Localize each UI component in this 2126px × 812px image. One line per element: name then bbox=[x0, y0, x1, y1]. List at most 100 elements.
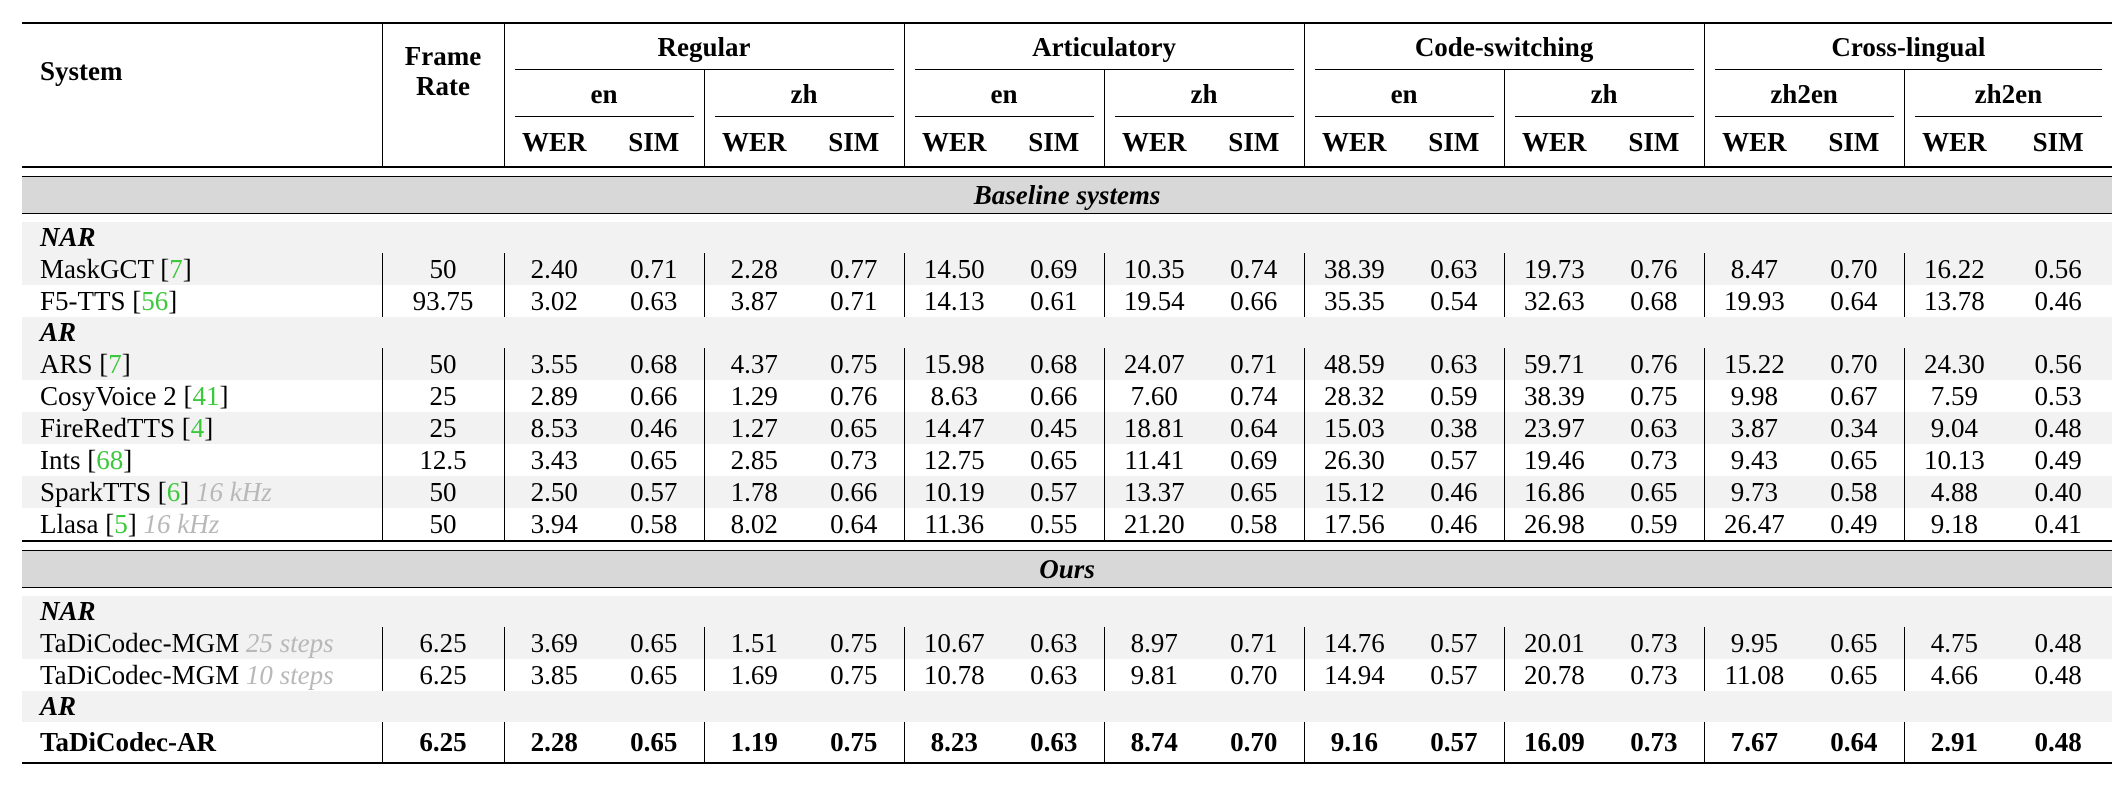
citation-link[interactable]: 68 bbox=[96, 445, 124, 475]
value-cell: 8.97 bbox=[1103, 627, 1205, 659]
value-cell: 0.76 bbox=[1604, 253, 1705, 285]
frame-rate-cell: 50 bbox=[381, 348, 504, 380]
value-cell: 0.69 bbox=[1230, 445, 1278, 475]
header-row-groups: System Frame Rate Regular Articulatory C… bbox=[22, 22, 2113, 118]
lang-header: zh bbox=[703, 70, 905, 118]
group-label: Cross-lingual bbox=[1714, 25, 2103, 70]
citation-link[interactable]: 7 bbox=[108, 349, 122, 379]
value-cell: 4.88 bbox=[1903, 476, 2005, 508]
table-body: System Frame Rate Regular Articulatory C… bbox=[22, 22, 2113, 764]
value-cell: 10.13 bbox=[1903, 444, 2005, 476]
value-cell: 0.70 bbox=[1804, 348, 1905, 380]
system-cell: TaDiCodec-AR bbox=[22, 722, 382, 764]
system-name: MaskGCT bbox=[40, 254, 154, 284]
table-row: TaDiCodec-AR 6.25 2.28 0.65 1.19 0.75 8.23 0.63… bbox=[22, 722, 2113, 764]
value-cell: 9.16 bbox=[1303, 722, 1405, 764]
value-cell: 3.87 bbox=[703, 285, 804, 317]
value-cell: 8.23 bbox=[903, 722, 1005, 764]
value-cell: 0.76 bbox=[830, 381, 878, 411]
value-cell: 3.94 bbox=[503, 508, 604, 541]
system-cell: MaskGCT [7] bbox=[22, 253, 382, 285]
subgroup-label: AR bbox=[22, 691, 2113, 722]
citation-link[interactable]: 5 bbox=[114, 509, 128, 539]
value-cell: 23.97 bbox=[1503, 412, 1605, 444]
metric-header: SIM bbox=[1228, 126, 1280, 157]
metric-header: SIM bbox=[628, 126, 680, 157]
value-cell: 9.95 bbox=[1703, 627, 1805, 659]
system-name: F5-TTS bbox=[40, 286, 126, 316]
system-note: 16 kHz bbox=[143, 509, 220, 539]
value-cell: 38.39 bbox=[1503, 380, 1605, 412]
value-cell: 0.48 bbox=[2004, 627, 2113, 659]
section-spacer bbox=[22, 588, 2112, 597]
value-cell: 0.65 bbox=[604, 627, 704, 659]
value-cell: 20.78 bbox=[1503, 659, 1605, 691]
value-cell: 2.50 bbox=[503, 476, 604, 508]
value-cell: 0.64 bbox=[1204, 412, 1305, 444]
citation-link[interactable]: 56 bbox=[141, 286, 169, 316]
value-cell: 16.22 bbox=[1903, 253, 2005, 285]
value-cell: 0.65 bbox=[630, 445, 678, 475]
value-cell: 0.49 bbox=[2034, 445, 2082, 475]
metric-header: WER bbox=[703, 118, 804, 167]
value-cell: 0.66 bbox=[630, 381, 678, 411]
metric-header: SIM bbox=[1428, 126, 1480, 157]
metric-header: SIM bbox=[1028, 126, 1080, 157]
value-cell: 0.65 bbox=[604, 722, 704, 764]
value-cell: 19.73 bbox=[1503, 253, 1605, 285]
value-cell: 0.77 bbox=[804, 253, 905, 285]
system-note: 10 steps bbox=[245, 660, 334, 690]
table-row: ARS [7] 50 3.55 0.68 4.37 0.75 15.98 0.68 24.07 0… bbox=[22, 348, 2113, 380]
value-cell: 0.71 bbox=[1204, 348, 1305, 380]
value-cell: 1.69 bbox=[703, 659, 804, 691]
value-cell: 0.65 bbox=[1030, 445, 1078, 475]
system-note: 25 steps bbox=[245, 628, 334, 658]
value-cell: 0.57 bbox=[1404, 627, 1505, 659]
lang-header: zh bbox=[1503, 70, 1705, 118]
value-cell: 0.68 bbox=[604, 348, 704, 380]
value-cell: 26.47 bbox=[1703, 508, 1805, 541]
citation-link[interactable]: 4 bbox=[190, 413, 205, 443]
value-cell: 16.86 bbox=[1503, 476, 1605, 508]
value-cell: 10.35 bbox=[1103, 253, 1205, 285]
value-cell: 0.65 bbox=[1604, 476, 1705, 508]
group-label: Code-switching bbox=[1314, 25, 1694, 70]
value-cell: 8.53 bbox=[503, 412, 604, 444]
value-cell: 8.63 bbox=[903, 380, 1005, 412]
group-header-articulatory: Articulatory bbox=[903, 22, 1305, 70]
value-cell: 3.02 bbox=[503, 285, 604, 317]
frame-rate-cell: 12.5 bbox=[381, 444, 504, 476]
citation-link[interactable]: 41 bbox=[192, 381, 220, 411]
value-cell: 38.39 bbox=[1303, 253, 1405, 285]
value-cell: 8.02 bbox=[703, 508, 804, 541]
value-cell: 0.73 bbox=[1630, 660, 1678, 690]
value-cell: 14.76 bbox=[1303, 627, 1405, 659]
value-cell: 0.63 bbox=[1604, 412, 1705, 444]
value-cell: 0.38 bbox=[1404, 412, 1505, 444]
value-cell: 8.74 bbox=[1103, 722, 1205, 764]
value-cell: 4.66 bbox=[1903, 659, 2005, 691]
subgroup-row: NAR bbox=[22, 596, 2113, 627]
value-cell: 0.74 bbox=[1204, 253, 1305, 285]
group-header-cross-lingual: Cross-lingual bbox=[1703, 22, 2113, 70]
section-title: Ours bbox=[22, 550, 2113, 588]
value-cell: 24.07 bbox=[1103, 348, 1205, 380]
value-cell: 0.65 bbox=[804, 412, 905, 444]
system-cell: FireRedTTS [4] bbox=[22, 412, 382, 444]
citation-link[interactable]: 7 bbox=[169, 254, 183, 284]
value-cell: 15.22 bbox=[1703, 348, 1805, 380]
value-cell: 2.40 bbox=[503, 253, 604, 285]
value-cell: 10.78 bbox=[903, 659, 1005, 691]
subgroup-label: NAR bbox=[22, 222, 2113, 253]
value-cell: 0.54 bbox=[1430, 286, 1478, 316]
system-cell: SparkTTS [6] 16 kHz bbox=[22, 476, 382, 508]
lang-header: zh2en bbox=[1903, 70, 2113, 118]
subgroup-label: NAR bbox=[22, 596, 2113, 627]
value-cell: 0.71 bbox=[604, 253, 704, 285]
value-cell: 0.71 bbox=[830, 286, 878, 316]
value-cell: 16.09 bbox=[1503, 722, 1605, 764]
citation-link[interactable]: 6 bbox=[166, 477, 181, 507]
lang-header: en bbox=[503, 70, 704, 118]
value-cell: 0.57 bbox=[1430, 445, 1478, 475]
